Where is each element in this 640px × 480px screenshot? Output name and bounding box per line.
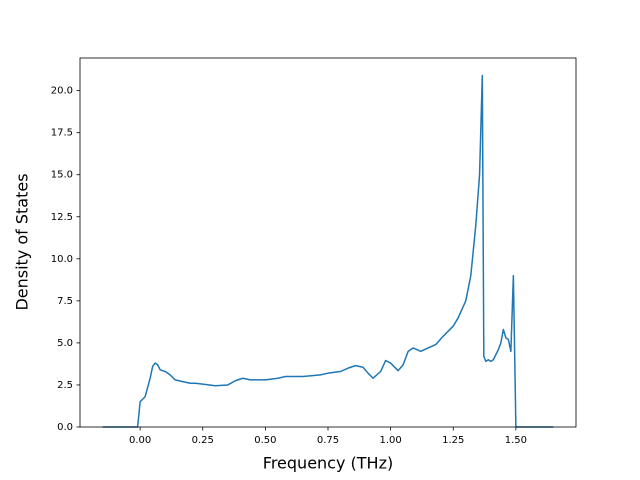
y-tick-label: 12.5 bbox=[51, 212, 73, 223]
x-tick-label: 0.00 bbox=[129, 435, 151, 446]
y-tick-label: 7.5 bbox=[57, 296, 73, 307]
x-tick-label: 0.50 bbox=[254, 435, 276, 446]
y-tick-label: 17.5 bbox=[51, 128, 73, 139]
plot-frame bbox=[79, 57, 577, 428]
x-tick-label: 1.50 bbox=[505, 435, 527, 446]
x-axis-label: Frequency (THz) bbox=[263, 454, 393, 473]
x-tick-label: 1.00 bbox=[379, 435, 401, 446]
y-tick-label: 20.0 bbox=[51, 86, 73, 97]
y-axis-label: Density of States bbox=[13, 173, 32, 310]
y-tick-label: 15.0 bbox=[51, 170, 73, 181]
x-tick-label: 0.25 bbox=[192, 435, 214, 446]
x-tick-label: 1.25 bbox=[442, 435, 464, 446]
x-tick-label: 0.75 bbox=[317, 435, 339, 446]
y-tick-label: 2.5 bbox=[57, 380, 73, 391]
line bbox=[102, 74, 554, 428]
y-tick-label: 5.0 bbox=[57, 338, 73, 349]
y-tick-label: 0.0 bbox=[57, 422, 73, 433]
y-tick-label: 10.0 bbox=[51, 254, 73, 265]
